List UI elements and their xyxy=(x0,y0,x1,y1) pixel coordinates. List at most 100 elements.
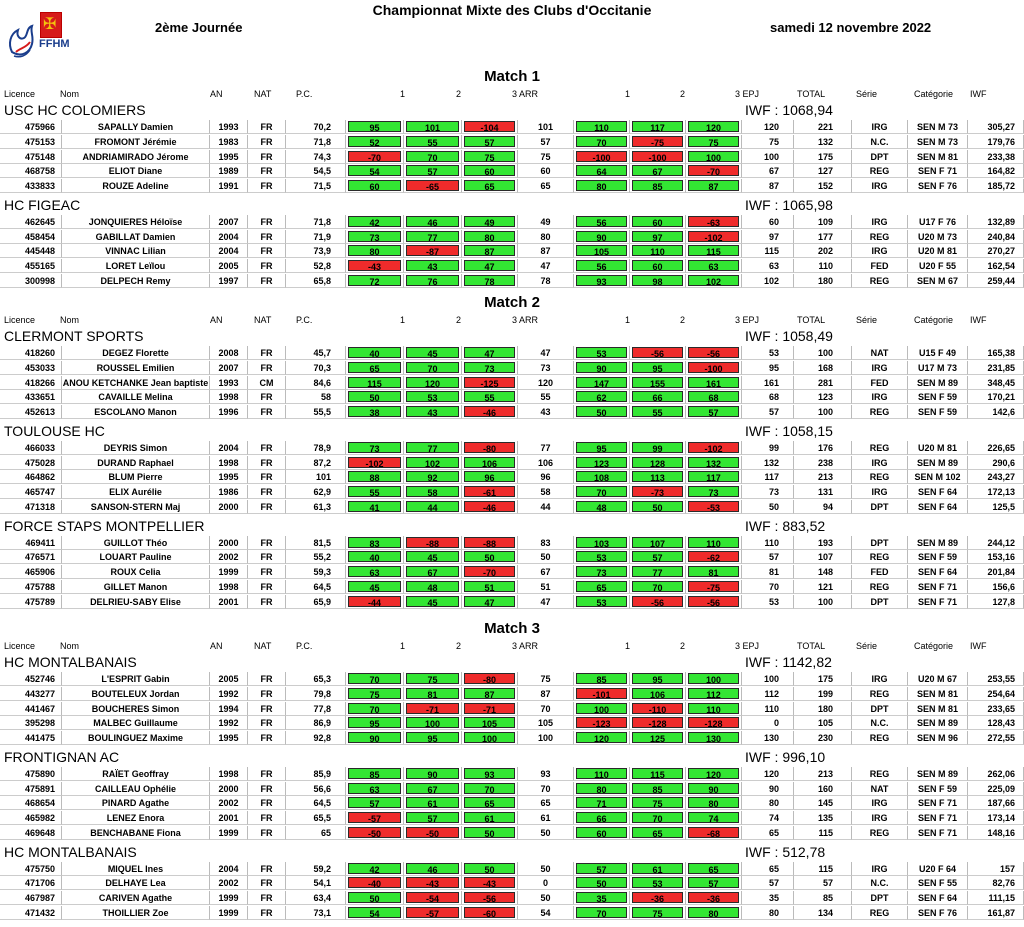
arr-cell: 75 xyxy=(518,149,574,164)
column-header: AN xyxy=(210,641,223,651)
attempt-success: 61 xyxy=(632,862,683,875)
club-name: TOULOUSE HC xyxy=(4,422,105,439)
nom-cell: ELIX Aurélie xyxy=(62,485,210,499)
attempt-cell: -87 xyxy=(404,244,462,259)
iwfv-cell: 128,43 xyxy=(968,716,1024,731)
attempt-fail: -102 xyxy=(688,230,739,243)
attempt-fail: -60 xyxy=(464,906,515,919)
attempt-cell: -54 xyxy=(404,891,462,905)
iwfv-cell: 253,55 xyxy=(968,672,1024,686)
attempt-success: 65 xyxy=(576,580,627,593)
ser-cell: REG xyxy=(852,731,908,745)
cat-cell: SEN F 76 xyxy=(908,905,968,920)
lic-cell: 475750 xyxy=(0,861,62,876)
iwfv-cell: 125,5 xyxy=(968,499,1024,514)
attempt-success: 55 xyxy=(632,406,683,418)
cat-cell: SEN F 71 xyxy=(908,594,968,609)
pc-cell: 71,8 xyxy=(286,214,346,229)
attempt-success: 72 xyxy=(348,274,401,287)
attempt-success: 70 xyxy=(406,150,459,163)
attempt-fail: -70 xyxy=(464,566,515,578)
attempt-success: 90 xyxy=(406,767,459,780)
attempt-cell: 50 xyxy=(630,499,686,514)
nom-cell: CAILLEAU Ophélie xyxy=(62,781,210,796)
ser-cell: REG xyxy=(852,273,908,288)
attempt-cell: 61 xyxy=(630,861,686,876)
tot-cell: 180 xyxy=(794,701,852,716)
epj-cell: 57 xyxy=(742,405,794,419)
epj-cell: 60 xyxy=(742,214,794,229)
nat-cell: FR xyxy=(248,259,286,273)
lic-cell: 458454 xyxy=(0,229,62,244)
cat-cell: SEN F 64 xyxy=(908,499,968,514)
attempt-success: 87 xyxy=(688,180,739,192)
ser-cell: DPT xyxy=(852,891,908,905)
attempt-cell: 68 xyxy=(686,390,742,405)
an-cell: 1986 xyxy=(210,485,248,499)
attempt-success: 49 xyxy=(464,215,515,228)
ser-cell: DPT xyxy=(852,701,908,716)
attempt-cell: 63 xyxy=(346,781,404,796)
column-header: Catégorie xyxy=(914,89,954,99)
lic-cell: 445448 xyxy=(0,244,62,259)
attempt-success: 90 xyxy=(576,361,627,374)
nom-cell: GILLET Manon xyxy=(62,579,210,594)
attempt-success: 61 xyxy=(464,812,515,824)
attempt-cell: 67 xyxy=(404,565,462,579)
column-header: Catégorie xyxy=(914,315,954,325)
tot-cell: 238 xyxy=(794,455,852,470)
attempt-success: 57 xyxy=(348,797,401,809)
attempt-fail: -56 xyxy=(688,347,739,359)
attempt-cell: 47 xyxy=(462,594,518,609)
pc-cell: 85,9 xyxy=(286,766,346,781)
club-name: USC HC COLOMIERS xyxy=(4,102,146,118)
an-cell: 2000 xyxy=(210,499,248,514)
cat-cell: U20 M 81 xyxy=(908,440,968,455)
attempt-cell: 65 xyxy=(462,796,518,811)
ser-cell: REG xyxy=(852,405,908,419)
attempt-success: 47 xyxy=(464,595,515,608)
athlete-row: 471432 THOILLIER Zoe 1999 FR 73,1 54 -57 -60 54 7… xyxy=(0,905,1024,921)
attempt-cell: 99 xyxy=(630,440,686,455)
nom-cell: LOUART Pauline xyxy=(62,550,210,565)
an-cell: 2001 xyxy=(210,811,248,825)
iwfv-cell: 153,16 xyxy=(968,550,1024,565)
attempt-success: 102 xyxy=(688,274,739,287)
attempt-success: 93 xyxy=(464,767,515,780)
attempt-success: 44 xyxy=(406,500,459,513)
attempt-cell: 95 xyxy=(574,440,630,455)
attempt-cell: -40 xyxy=(346,876,404,891)
cat-cell: SEN M 67 xyxy=(908,273,968,288)
attempt-cell: 70 xyxy=(574,485,630,499)
iwfv-cell: 161,87 xyxy=(968,905,1024,920)
attempt-success: 70 xyxy=(632,580,683,593)
iwfv-cell: 201,84 xyxy=(968,565,1024,579)
club-iwf-total: IWF : 1058,15 xyxy=(745,422,833,439)
attempt-cell: 67 xyxy=(404,781,462,796)
arr-cell: 101 xyxy=(518,120,574,134)
nat-cell: FR xyxy=(248,672,286,686)
athlete-row: 418266 ANOU KETCHANKE Jean baptiste 1993 CM… xyxy=(0,375,1024,391)
column-header: NAT xyxy=(254,641,272,651)
iwfv-cell: 162,54 xyxy=(968,259,1024,273)
attempt-cell: 110 xyxy=(574,766,630,781)
lic-cell: 475891 xyxy=(0,781,62,796)
cat-cell: SEN F 71 xyxy=(908,825,968,840)
column-header: TOTAL xyxy=(797,89,826,99)
attempt-cell: 57 xyxy=(404,811,462,825)
an-cell: 1993 xyxy=(210,120,248,134)
athlete-row: 469411 GUILLOT Théo 2000 FR 81,5 83 -88 -88 83 10… xyxy=(0,535,1024,551)
attempt-cell: 40 xyxy=(346,550,404,565)
arr-cell: 49 xyxy=(518,214,574,229)
attempt-success: 95 xyxy=(576,441,627,454)
epj-cell: 50 xyxy=(742,499,794,514)
attempt-success: 81 xyxy=(406,687,459,700)
attempt-success: 65 xyxy=(464,797,515,809)
attempt-fail: -43 xyxy=(406,877,459,889)
tot-cell: 180 xyxy=(794,273,852,288)
attempt-cell: 73 xyxy=(462,360,518,375)
cat-cell: SEN M 89 xyxy=(908,535,968,550)
attempt-cell: 110 xyxy=(686,701,742,716)
arr-cell: 75 xyxy=(518,672,574,686)
attempt-success: 67 xyxy=(406,782,459,795)
